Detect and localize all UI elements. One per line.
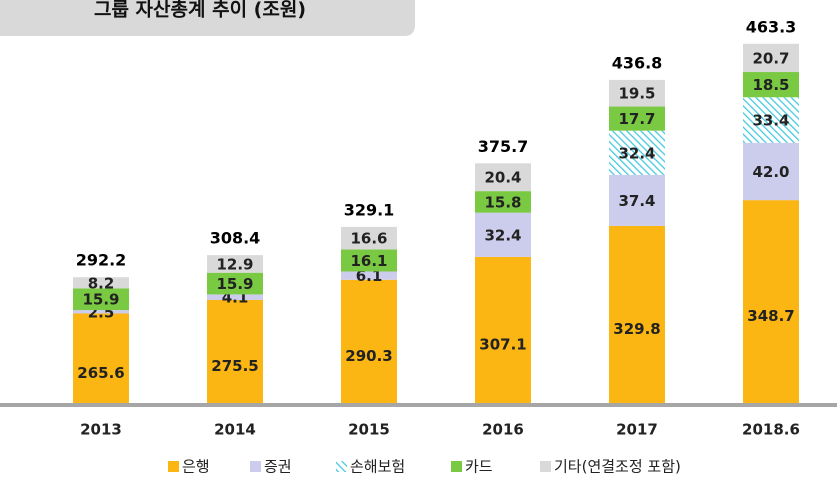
segment-label: 15.9 [216, 275, 253, 293]
segment-label: 20.4 [484, 169, 521, 187]
segment-label: 17.7 [618, 110, 655, 128]
total-label: 292.2 [76, 251, 127, 270]
x-tick-label: 2018.6 [742, 421, 800, 439]
bar-segment [609, 79, 665, 107]
x-tick-label: 2015 [348, 421, 390, 439]
segment-label: 6.1 [356, 267, 383, 285]
bar-segment [609, 225, 665, 403]
segment-label: 32.4 [484, 226, 521, 244]
bar-segment [73, 310, 129, 314]
legend-label: 기타(연결조정 포함) [554, 458, 681, 476]
bar-segment [341, 226, 397, 250]
total-label: 463.3 [746, 17, 797, 36]
segment-label: 20.7 [752, 49, 789, 67]
legend-swatch [451, 461, 462, 472]
title-box [0, 0, 415, 36]
bar-segment [73, 277, 129, 289]
bar-segment [475, 212, 531, 257]
segment-label: 16.6 [350, 230, 387, 248]
total-label: 375.7 [478, 137, 529, 156]
bar-segment [475, 256, 531, 403]
bar-segment [341, 249, 397, 272]
legend-swatch [250, 461, 261, 472]
bar-segment [743, 142, 799, 201]
segment-label: 15.8 [484, 193, 521, 211]
bar-segment [207, 299, 263, 403]
segment-label: 8.2 [88, 274, 115, 292]
bar-segment [207, 294, 263, 300]
bar-segment [609, 130, 665, 175]
segment-label: 33.4 [752, 112, 789, 130]
bar-segment [609, 106, 665, 131]
segment-label: 275.5 [211, 357, 258, 375]
bar-segment [475, 191, 531, 213]
segment-label: 329.8 [613, 320, 660, 338]
segment-label: 15.9 [82, 291, 119, 309]
bar-segment [743, 200, 799, 403]
bar-segment [341, 271, 397, 280]
segment-label: 42.0 [752, 163, 789, 181]
legend-label: 증권 [264, 458, 292, 476]
bar-segment [207, 255, 263, 273]
segment-label: 12.9 [216, 255, 253, 273]
bar-segment [743, 43, 799, 73]
segment-label: 18.5 [752, 76, 789, 94]
x-tick-label: 2014 [214, 421, 256, 439]
chart-title: 그룹 자산총계 추이 (조원) [94, 0, 306, 21]
segment-label: 290.3 [345, 347, 392, 365]
x-tick-label: 2016 [482, 421, 524, 439]
bar-segment [743, 97, 799, 143]
bar-segment [743, 72, 799, 98]
legend-swatch [540, 461, 551, 472]
legend-label: 은행 [182, 458, 210, 476]
segment-label: 32.4 [618, 144, 655, 162]
legend-swatch [336, 461, 347, 472]
bar-segment [341, 279, 397, 403]
total-label: 308.4 [210, 229, 261, 248]
x-tick-label: 2017 [616, 421, 658, 439]
bar-segment [475, 163, 531, 192]
segment-label: 265.6 [77, 364, 124, 382]
bar-segment [609, 174, 665, 226]
segment-label: 348.7 [747, 307, 794, 325]
bar-segment [73, 288, 129, 311]
legend-label: 카드 [465, 458, 493, 476]
total-label: 436.8 [612, 53, 663, 72]
segment-label: 307.1 [479, 335, 526, 353]
legend-label: 손해보험 [350, 458, 405, 476]
bar-segment [207, 272, 263, 295]
segment-label: 19.5 [618, 85, 655, 103]
total-label: 329.1 [344, 200, 395, 219]
bar-segment [73, 313, 129, 403]
segment-label: 37.4 [618, 192, 655, 210]
x-tick-label: 2013 [80, 421, 122, 439]
segment-label: 16.1 [350, 252, 387, 270]
legend-swatch [168, 461, 179, 472]
